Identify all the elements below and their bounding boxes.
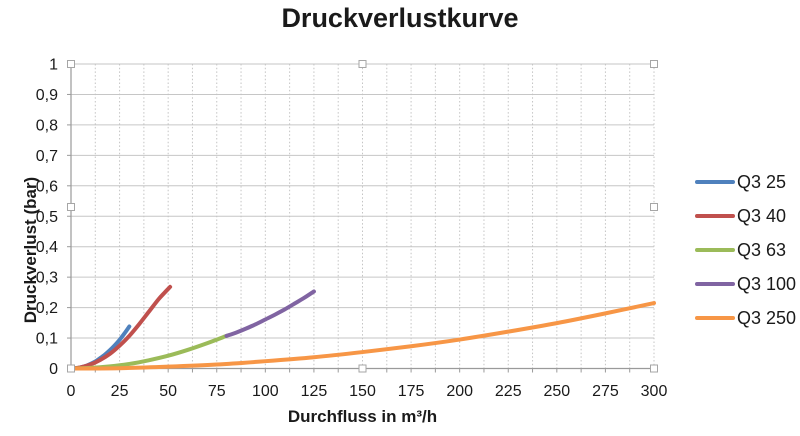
selection-handle[interactable]	[67, 203, 75, 211]
series-line-q3-40[interactable]	[69, 284, 173, 371]
y-tick-label: 0	[49, 361, 58, 378]
legend-label: Q3 250	[737, 307, 797, 328]
x-tick-label: 275	[592, 383, 619, 400]
selection-handle[interactable]	[650, 364, 658, 373]
legend-label: Q3 25	[737, 171, 787, 192]
x-tick-label: 150	[349, 383, 376, 400]
x-tick-label: 175	[398, 383, 425, 400]
selection-handle[interactable]	[67, 364, 75, 373]
y-tick-label: 1	[49, 57, 58, 74]
x-tick-label: 75	[208, 383, 226, 400]
legend-item-q3-250[interactable]: Q3 250	[695, 301, 796, 335]
y-tick-label: 0,8	[36, 117, 58, 134]
x-axis-title: Durchfluss in m³/h	[287, 407, 438, 426]
legend-line-swatch	[695, 214, 735, 218]
y-tick-label: 0,5	[36, 209, 58, 226]
selection-handle[interactable]	[650, 203, 658, 211]
x-tick-label: 100	[252, 383, 279, 400]
legend-item-q3-63[interactable]: Q3 63	[695, 233, 796, 267]
y-tick-label: 0,6	[36, 178, 58, 195]
x-tick-label: 50	[159, 383, 177, 400]
legend: Q3 25 Q3 40 Q3 63 Q3 100 Q3 250	[695, 165, 796, 335]
x-tick-label: 250	[543, 383, 570, 400]
legend-line-swatch	[695, 248, 735, 252]
y-tick-label: 0,1	[36, 331, 58, 348]
selection-handle[interactable]	[67, 60, 75, 68]
selection-handle[interactable]	[358, 364, 367, 373]
legend-item-q3-25[interactable]: Q3 25	[695, 165, 796, 199]
x-tick-label: 25	[111, 383, 129, 400]
series-line-q3-100[interactable]	[224, 289, 316, 338]
y-tick-label: 0,7	[36, 148, 58, 165]
selection-handle[interactable]	[358, 60, 367, 68]
y-tick-label: 0,9	[36, 87, 58, 104]
legend-line-swatch	[695, 282, 735, 286]
y-tick-label: 0,4	[36, 239, 58, 256]
x-tick-label: 200	[446, 383, 473, 400]
chart-title: Druckverlustkurve	[281, 3, 519, 33]
x-tick-label: 125	[301, 383, 328, 400]
legend-line-swatch	[695, 180, 735, 184]
legend-line-swatch	[695, 316, 735, 320]
selection-handle[interactable]	[650, 60, 658, 68]
series-line-q3-250[interactable]	[69, 301, 656, 371]
x-tick-label: 225	[495, 383, 522, 400]
legend-label: Q3 100	[737, 273, 797, 294]
y-tick-label: 0,3	[36, 270, 58, 287]
x-tick-label: 0	[67, 383, 76, 400]
y-tick-label: 0,2	[36, 300, 58, 317]
x-tick-label: 300	[641, 383, 668, 400]
legend-label: Q3 63	[737, 239, 787, 260]
legend-label: Q3 40	[737, 205, 787, 226]
legend-item-q3-100[interactable]: Q3 100	[695, 267, 796, 301]
legend-item-q3-40[interactable]: Q3 40	[695, 199, 796, 233]
